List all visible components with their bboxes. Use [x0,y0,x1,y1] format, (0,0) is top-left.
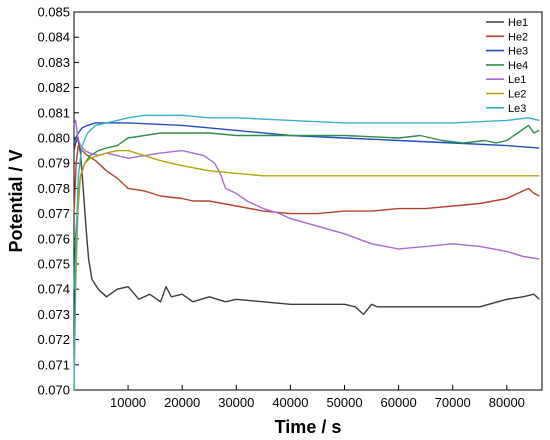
y-tick-label: 0.082 [37,80,70,95]
series-line-he3 [73,122,540,149]
y-axis-title: Potential / V [6,149,26,252]
x-tick-label: 70000 [435,395,471,410]
legend-label-he4: He4 [508,60,528,72]
series-line-le3 [73,114,540,391]
y-tick-label: 0.073 [37,307,70,322]
x-tick-label: 40000 [272,395,308,410]
legend-label-he2: He2 [508,31,528,43]
legend-label-le1: Le1 [508,74,526,86]
y-tick-label: 0.070 [37,383,70,398]
plot-area [73,11,543,391]
y-tick-label: 0.072 [37,332,70,347]
legend: He1 He2 He3 He4 Le1 Le2 Le3 [486,17,528,115]
legend-label-he1: He1 [508,17,528,29]
x-tick-label: 30000 [218,395,254,410]
y-tick-label: 0.078 [37,181,70,196]
series-line-he1 [73,137,540,316]
x-tick-label: 60000 [381,395,417,410]
series-lines [73,114,540,391]
y-tick-label: 0.074 [37,282,70,297]
legend-label-le2: Le2 [508,89,526,101]
y-tick-label: 0.075 [37,257,70,272]
y-tick-label: 0.079 [37,156,70,171]
legend-label-le3: Le3 [508,103,526,115]
x-tick-label: 20000 [164,395,200,410]
x-tick-label: 50000 [326,395,362,410]
y-tick-label: 0.076 [37,231,70,246]
legend-label-he3: He3 [508,46,528,58]
x-axis-title: Time / s [275,417,342,437]
x-axis: 10000 20000 30000 40000 50000 60000 70000 80000 [110,385,525,410]
y-tick-label: 0.085 [37,5,70,20]
x-tick-label: 10000 [110,395,146,410]
y-axis: 0.070 0.071 0.072 0.073 0.074 0.075 0.076 0.077… [37,5,79,398]
series-line-he2 [73,144,540,215]
series-line-le1 [73,119,540,260]
series-line-he4 [73,124,540,290]
y-tick-label: 0.080 [37,131,70,146]
series-line-le2 [73,149,540,391]
y-tick-label: 0.077 [37,206,70,221]
y-tick-label: 0.071 [37,357,70,372]
y-tick-label: 0.084 [37,30,70,45]
x-tick-label: 80000 [489,395,525,410]
y-tick-label: 0.083 [37,55,70,70]
y-tick-label: 0.081 [37,105,70,120]
